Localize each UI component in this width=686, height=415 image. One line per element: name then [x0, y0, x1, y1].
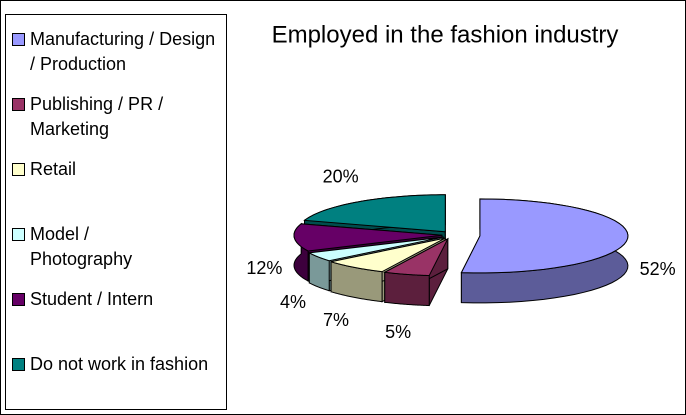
- legend-swatch: [12, 228, 25, 241]
- chart-title: Employed in the fashion industry: [272, 21, 619, 48]
- legend-item: Do not work in fashion: [12, 352, 222, 377]
- legend-swatch: [12, 163, 25, 176]
- slice-side: [384, 271, 430, 307]
- legend-item: Model / Photography: [12, 222, 165, 272]
- slice-top: [293, 223, 443, 252]
- legend-label: Student / Intern: [30, 289, 154, 309]
- legend-item: Student / Intern: [12, 287, 222, 312]
- legend-label: Publishing / PR / Marketing: [30, 94, 164, 139]
- data-label: 7%: [323, 310, 349, 330]
- data-label: 4%: [280, 292, 306, 312]
- legend-swatch: [12, 293, 25, 306]
- legend-item: Manufacturing / Design / Production: [12, 27, 222, 77]
- legend-swatch: [12, 98, 25, 111]
- data-label: 52%: [640, 259, 676, 279]
- slice-top: [307, 236, 444, 262]
- slice: [383, 237, 449, 307]
- data-label: 12%: [246, 258, 282, 278]
- slice-top: [303, 194, 446, 233]
- legend-label: Retail: [30, 159, 77, 179]
- slice: [460, 198, 629, 304]
- legend-label: Manufacturing / Design / Production: [30, 29, 216, 74]
- legend-label: Do not work in fashion: [30, 354, 209, 374]
- data-label: 20%: [323, 166, 359, 186]
- legend-item: Retail: [12, 157, 222, 182]
- legend-label: Model / Photography: [30, 224, 133, 269]
- legend-swatch: [12, 358, 25, 371]
- legend-item: Publishing / PR / Marketing: [12, 92, 222, 142]
- legend-swatch: [12, 33, 25, 46]
- legend: Manufacturing / Design / Production Publi…: [5, 14, 227, 410]
- slice-top: [330, 237, 446, 273]
- slice-top: [460, 198, 629, 274]
- slice-top: [383, 237, 449, 277]
- data-label: 5%: [385, 322, 411, 342]
